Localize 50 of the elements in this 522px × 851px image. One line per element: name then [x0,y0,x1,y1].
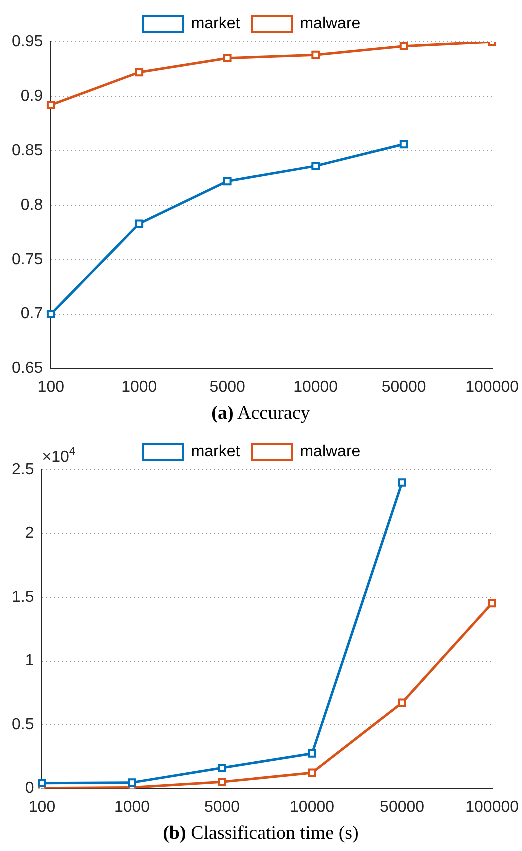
point [38,779,46,788]
point [308,750,316,758]
point [46,101,56,110]
point [400,42,408,51]
legend-label: malware [300,15,361,32]
legend-label: market [191,15,241,32]
point [223,177,232,186]
y-tick-label: 0.85 [12,142,44,160]
x-tick-label: 100 [28,798,56,816]
point [398,698,406,708]
x-tick-label: 50000 [382,378,426,396]
point [135,68,144,77]
y-tick-label: 0.7 [20,306,44,323]
y-tick-label: 0.65 [12,360,44,378]
legend-label: malware [300,443,361,460]
point [135,220,144,228]
y-tick-label: 0.95 [12,33,44,50]
x-tick-label: 1000 [114,798,150,816]
x-tick-label: 1000 [122,378,158,396]
y-tick-label: 1.5 [12,588,34,606]
point [398,478,406,487]
x-tick-label: 5000 [204,798,240,816]
y-tick-label: 2.5 [12,461,34,478]
point [218,778,226,786]
point [223,54,232,63]
y-tick-label: 0.9 [20,88,44,105]
x-tick-label: 10000 [294,378,338,396]
y-tick-label: 0.5 [12,716,34,734]
text: (a) Accuracy [210,402,312,426]
text: (b) Classification time (s) [162,822,360,846]
point [312,50,320,60]
legend-label: market [191,443,241,460]
point [312,162,320,170]
y-tick-label: 0.8 [20,196,44,214]
x-tick-label: 10000 [290,798,335,816]
x-tick-label: 100000 [466,798,520,816]
x-tick-label: 5000 [210,378,246,396]
point [308,768,316,778]
x-tick-label: 100000 [466,378,520,396]
y-tick-label: 2 [25,525,34,542]
x-tick-label: 100 [38,378,65,396]
y-tick-label: 0 [25,780,34,798]
point [400,140,408,149]
point [128,778,136,787]
x-tick-label: 50000 [380,798,425,816]
y-tick-label: 1 [25,652,34,670]
y-tick-label: 0.75 [12,251,44,268]
point [46,310,56,319]
point [218,764,226,772]
point [488,599,496,608]
